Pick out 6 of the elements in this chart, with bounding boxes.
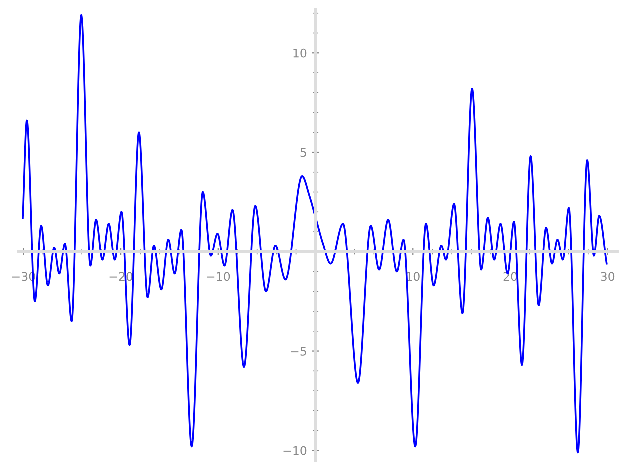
- x-tick-label: −10: [207, 272, 230, 282]
- x-tick-label: 30: [601, 272, 615, 282]
- y-tick-label: 10: [294, 48, 307, 58]
- y-tick-label: 5: [300, 148, 306, 158]
- y-tick-label: −5: [291, 347, 306, 356]
- y-tick-label: −10: [284, 446, 307, 456]
